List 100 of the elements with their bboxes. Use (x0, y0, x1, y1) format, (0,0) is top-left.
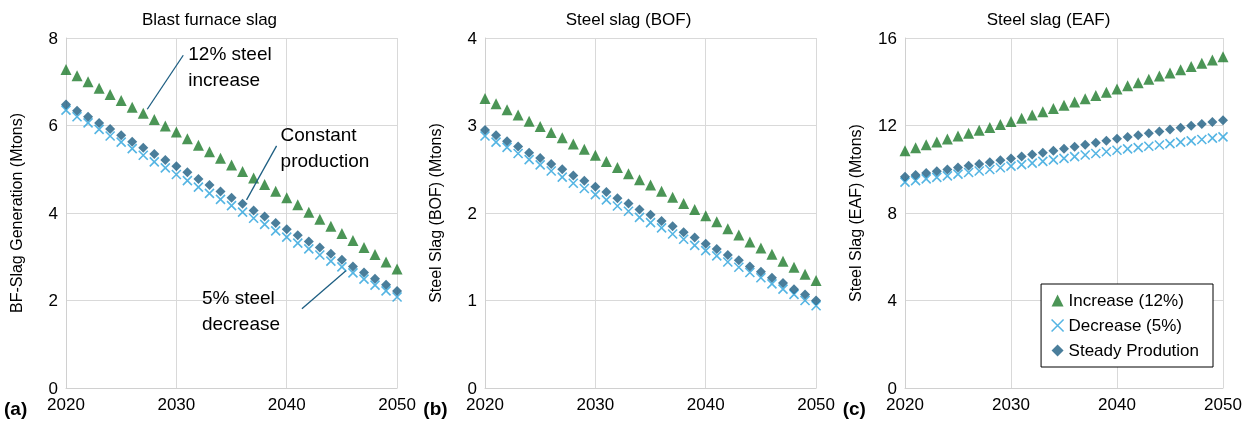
point (623, 168, 635, 180)
point (480, 130, 491, 142)
point (1174, 64, 1186, 76)
point (535, 152, 546, 163)
point (1026, 157, 1038, 169)
point (336, 228, 348, 240)
point (391, 263, 403, 275)
point (392, 285, 403, 296)
point (115, 95, 127, 107)
point (942, 164, 953, 175)
point (612, 162, 624, 173)
point (656, 185, 668, 197)
point (1217, 131, 1228, 143)
point (579, 183, 590, 194)
point (512, 109, 524, 121)
point (1037, 156, 1048, 167)
point (1090, 148, 1101, 159)
point (1132, 77, 1144, 89)
point (952, 168, 963, 180)
point (689, 204, 701, 215)
point (126, 101, 138, 113)
point (370, 273, 381, 284)
point (1111, 133, 1122, 144)
point (1015, 159, 1027, 170)
point (952, 130, 964, 142)
point (72, 105, 83, 116)
point (941, 133, 953, 145)
point (1079, 149, 1091, 161)
point (248, 212, 259, 224)
point (1068, 96, 1080, 108)
point (962, 127, 974, 139)
point (810, 274, 822, 286)
point (799, 268, 811, 280)
point (182, 167, 193, 178)
point (1153, 139, 1165, 151)
point (712, 243, 723, 254)
point (723, 250, 734, 260)
point (148, 156, 160, 168)
point (292, 199, 304, 211)
point (612, 200, 624, 212)
point (711, 250, 723, 262)
point (137, 107, 149, 119)
point (1164, 67, 1176, 79)
point (259, 219, 270, 230)
point (1195, 57, 1207, 69)
point (204, 180, 215, 190)
legend-label: Decrease (5%) (1068, 316, 1182, 335)
point (60, 104, 72, 116)
point (1047, 154, 1059, 166)
point (237, 206, 248, 218)
point (678, 227, 689, 238)
point (193, 173, 204, 184)
x-tick-label: 2040 (687, 395, 725, 414)
y-tick-label: 4 (48, 203, 58, 223)
point (524, 154, 535, 165)
x-tick-label: 2030 (157, 395, 196, 414)
point (656, 222, 668, 234)
y-tick-label: 1 (467, 291, 478, 310)
point (579, 175, 590, 186)
point (116, 130, 127, 141)
y-tick-label: 16 (877, 28, 897, 48)
point (1121, 80, 1133, 92)
point (502, 142, 513, 153)
point (105, 124, 116, 134)
point (755, 242, 767, 254)
point (1005, 160, 1016, 172)
point (1079, 93, 1091, 105)
point (1015, 112, 1027, 124)
x-tick-label: 2020 (885, 395, 924, 414)
point (237, 165, 249, 177)
point (778, 278, 789, 288)
point (734, 255, 745, 266)
point (160, 155, 171, 166)
point (568, 177, 579, 189)
point (811, 300, 822, 312)
point (292, 230, 303, 241)
chart-title: Blast furnace slag (141, 10, 278, 29)
legend-label: Increase (12%) (1068, 291, 1184, 310)
point (920, 139, 932, 151)
point (1101, 135, 1112, 146)
y-axis-title: Steel Slag (EAF) (Mtons) (846, 124, 864, 302)
point (226, 159, 238, 171)
point (314, 249, 326, 261)
point (568, 138, 580, 150)
point (1048, 145, 1059, 156)
point (930, 136, 942, 148)
point (909, 175, 921, 186)
point (767, 272, 778, 283)
point (336, 261, 348, 273)
point (369, 249, 381, 261)
point (755, 272, 767, 284)
x-tick-label: 2050 (378, 395, 416, 414)
point (1005, 153, 1016, 164)
point (535, 159, 546, 171)
y-tick-label: 2 (48, 291, 58, 310)
point (973, 124, 985, 136)
point (766, 278, 778, 290)
point (535, 120, 547, 132)
point (766, 248, 778, 260)
point (811, 295, 822, 306)
